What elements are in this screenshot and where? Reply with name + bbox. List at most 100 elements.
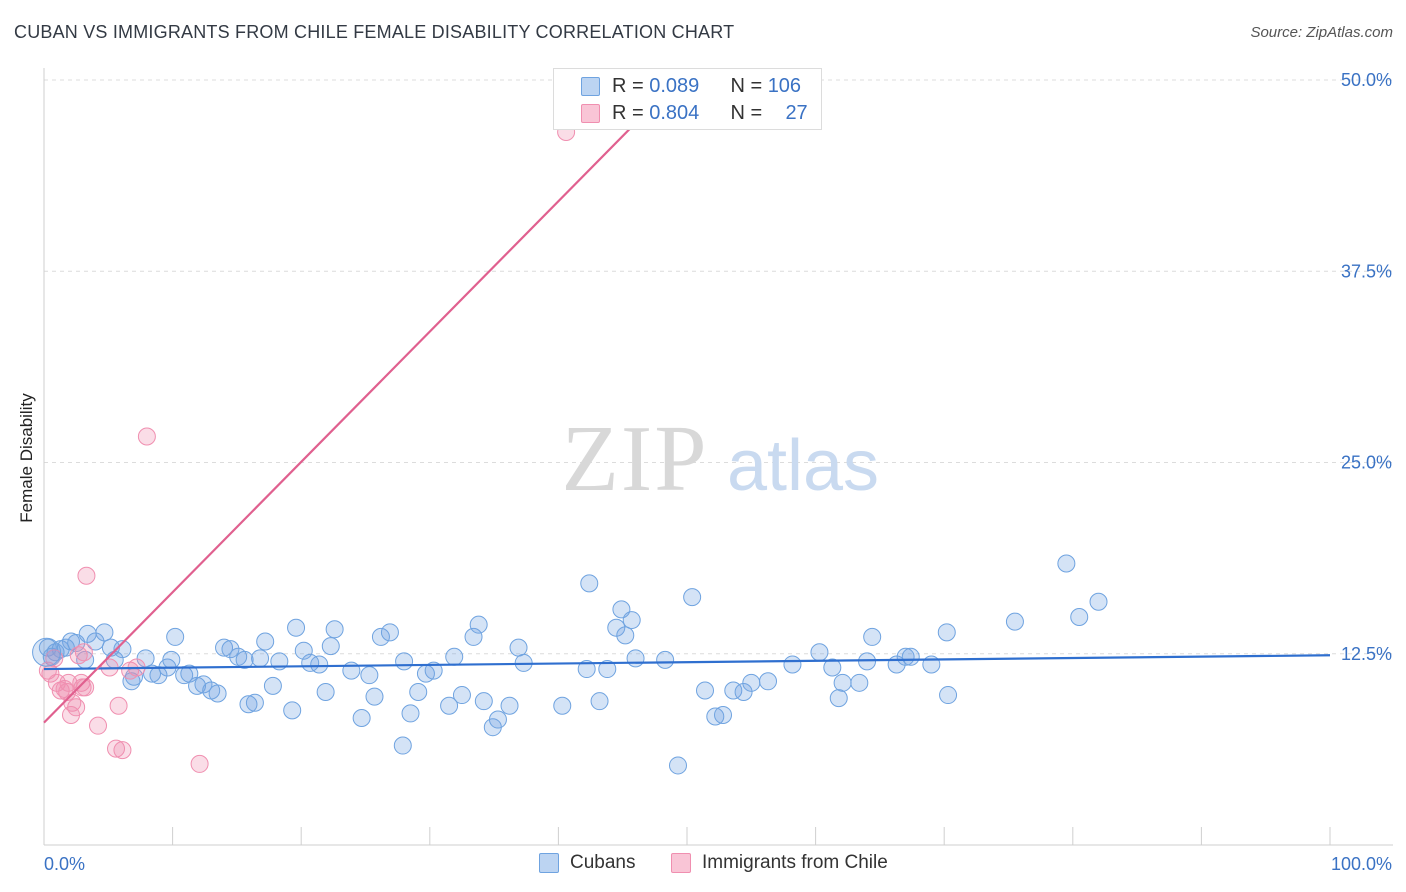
data-point (734, 683, 753, 701)
data-point (598, 660, 617, 679)
data-point (626, 649, 645, 668)
n-label: N = (730, 75, 768, 97)
data-point (395, 652, 414, 671)
y-tick-label: 25.0% (1341, 453, 1392, 473)
data-point (607, 618, 626, 637)
data-point (208, 684, 227, 703)
data-point (380, 623, 399, 642)
data-point (810, 643, 829, 662)
gridlines (44, 79, 1393, 655)
data-point (393, 736, 412, 755)
r-label: R = (612, 102, 650, 124)
data-point (352, 709, 371, 728)
data-point (239, 695, 258, 714)
data-point (74, 643, 93, 662)
data-point (590, 692, 609, 711)
data-point (45, 649, 64, 668)
data-point (143, 664, 162, 683)
data-point (440, 696, 459, 715)
n-value: 106 (767, 75, 802, 97)
data-point (371, 627, 390, 646)
data-point (32, 637, 62, 667)
data-point (500, 696, 519, 715)
data-point (424, 661, 443, 680)
data-point (1057, 554, 1076, 573)
data-point (474, 692, 493, 711)
data-point (149, 666, 168, 685)
data-point (580, 574, 599, 593)
r-value: 0.804 (649, 102, 700, 124)
chile-legend-label: Immigrants from Chile (702, 852, 888, 873)
data-point (469, 615, 488, 634)
data-point (69, 646, 88, 665)
data-point (67, 698, 86, 717)
chile-legend-swatch (671, 853, 691, 873)
data-point (937, 623, 956, 642)
source-credit: Source: ZipAtlas.com (1250, 24, 1393, 41)
data-point (509, 638, 528, 657)
r-value: 0.089 (649, 75, 700, 97)
data-point (215, 638, 234, 657)
data-point (668, 756, 687, 775)
data-point (401, 704, 420, 723)
data-point (89, 716, 108, 735)
cubans-legend-swatch (539, 853, 559, 873)
data-point (850, 673, 869, 692)
data-point (823, 658, 842, 677)
data-point (235, 650, 254, 669)
tick-labels: 12.5% 25.0% 37.5% 50.0% 0.0% 100.0% (44, 70, 1392, 874)
data-point (616, 626, 635, 645)
cubans-swatch (581, 77, 600, 96)
data-point (113, 741, 132, 760)
data-point (325, 620, 344, 639)
y-tick-label: 50.0% (1341, 70, 1392, 90)
data-point (162, 650, 181, 669)
data-point (188, 676, 207, 695)
data-point (76, 678, 95, 697)
watermark-atlas: atlas (727, 426, 879, 506)
data-point (107, 739, 126, 758)
data-point (759, 672, 778, 691)
y-tick-label: 37.5% (1341, 261, 1392, 281)
data-point (1089, 592, 1108, 611)
n-label: N = (730, 102, 768, 124)
chile-swatch (581, 104, 600, 123)
data-point (365, 687, 384, 706)
data-point (263, 676, 282, 695)
data-point (360, 666, 379, 685)
data-point (696, 681, 715, 700)
r-label: R = (612, 75, 650, 97)
data-point (683, 588, 702, 607)
data-point (622, 611, 641, 630)
data-point (221, 640, 240, 659)
data-point (833, 673, 852, 692)
data-point (287, 618, 306, 637)
data-point (109, 696, 128, 715)
data-point (1070, 608, 1089, 627)
data-point (113, 640, 132, 659)
data-point (714, 705, 733, 724)
cubans-legend-label: Cubans (570, 852, 636, 873)
data-point (742, 673, 761, 692)
x-tick-label: 0.0% (44, 854, 85, 874)
data-point (59, 673, 78, 692)
data-point (316, 683, 335, 701)
data-point (95, 623, 114, 642)
trend-line (43, 79, 679, 724)
data-point (452, 686, 471, 705)
watermark-zip: ZIP (562, 407, 709, 511)
data-point (901, 647, 920, 666)
data-point (321, 637, 340, 656)
data-point (553, 696, 572, 715)
data-point (190, 754, 209, 773)
axes (43, 68, 1393, 846)
data-point (283, 701, 302, 720)
data-point (939, 686, 958, 705)
data-point (829, 689, 848, 708)
data-point (445, 647, 464, 666)
data-point (577, 660, 596, 679)
data-point (783, 655, 802, 674)
data-point (136, 649, 155, 668)
data-point (310, 655, 329, 674)
